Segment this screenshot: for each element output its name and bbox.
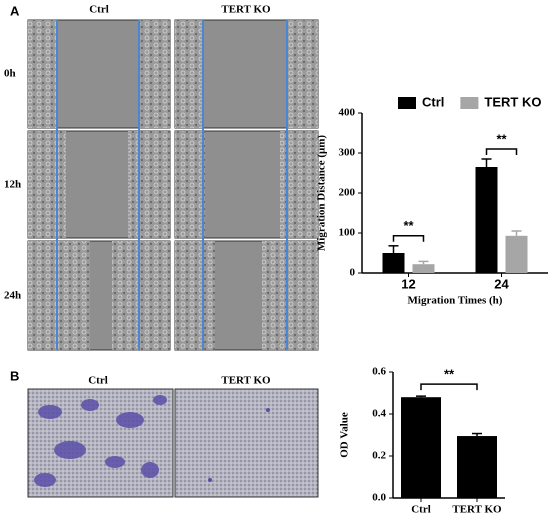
stained-cells xyxy=(116,412,144,428)
micrographs xyxy=(27,19,319,351)
bar xyxy=(505,235,528,273)
x-tick-label: 12 xyxy=(401,276,415,291)
stained-cells xyxy=(105,456,125,468)
column-header: TERT KO xyxy=(221,4,271,16)
y-tick-label: 0.4 xyxy=(372,408,386,420)
cell-area xyxy=(175,241,215,350)
y-axis-label: Migration Distance (μm) xyxy=(316,135,328,252)
significance-label: ** xyxy=(496,131,507,146)
column-header: Ctrl xyxy=(89,4,109,16)
y-tick-label: 0.0 xyxy=(372,492,386,504)
y-tick-label: 0 xyxy=(350,267,356,279)
y-tick-label: 200 xyxy=(339,187,356,199)
cell-area xyxy=(280,131,318,238)
panel-label: A xyxy=(10,3,20,18)
significance-label: ** xyxy=(444,367,455,382)
legend-label: TERT KO xyxy=(484,94,541,109)
bar xyxy=(382,253,405,273)
cell-area xyxy=(140,20,170,128)
significance-bracket xyxy=(420,383,478,391)
row-label: 24h xyxy=(4,290,21,302)
stained-cells xyxy=(141,462,159,478)
significance-bracket xyxy=(392,235,425,242)
stained-cells xyxy=(208,478,212,482)
cell-area xyxy=(288,20,318,128)
stained-cells xyxy=(34,473,56,487)
column-header: Ctrl xyxy=(88,375,108,387)
legend-swatch xyxy=(398,97,416,109)
stained-cells xyxy=(266,408,270,412)
y-tick-label: 400 xyxy=(339,107,356,119)
y-tick-label: 100 xyxy=(339,227,356,239)
bar xyxy=(457,436,497,498)
stained-cells xyxy=(81,399,99,411)
transwell-image xyxy=(174,388,319,498)
x-axis-label: Migration Times (h) xyxy=(408,295,503,307)
significance-bracket xyxy=(485,148,518,155)
panel-label: B xyxy=(10,368,19,383)
y-tick-label: 0.6 xyxy=(372,366,386,378)
x-tick-label: TERT KO xyxy=(452,504,502,516)
bar xyxy=(401,397,441,498)
x-tick-label: Ctrl xyxy=(411,504,431,516)
y-tick-label: 300 xyxy=(339,147,356,159)
bar xyxy=(412,264,435,273)
legend-swatch xyxy=(460,97,479,109)
y-axis-label: OD Value xyxy=(339,412,351,458)
cell-area xyxy=(175,131,205,238)
x-tick-label: 24 xyxy=(494,276,509,291)
bar xyxy=(475,167,498,273)
column-header: TERT KO xyxy=(221,375,271,387)
significance-label: ** xyxy=(403,218,414,233)
cell-area xyxy=(128,131,170,238)
cell-area xyxy=(262,241,318,350)
cell-area xyxy=(175,20,203,128)
cell-area xyxy=(28,20,56,128)
cell-area xyxy=(28,131,66,238)
cell-area xyxy=(28,241,90,350)
cell-area xyxy=(112,241,170,350)
stained-cells xyxy=(153,395,167,405)
row-label: 0h xyxy=(4,68,16,80)
legend-label: Ctrl xyxy=(422,94,444,109)
transwell-images xyxy=(27,388,319,498)
y-tick-label: 0.2 xyxy=(372,450,386,462)
stained-cells xyxy=(54,441,86,459)
stained-cells xyxy=(38,405,62,419)
row-label: 12h xyxy=(4,179,21,191)
